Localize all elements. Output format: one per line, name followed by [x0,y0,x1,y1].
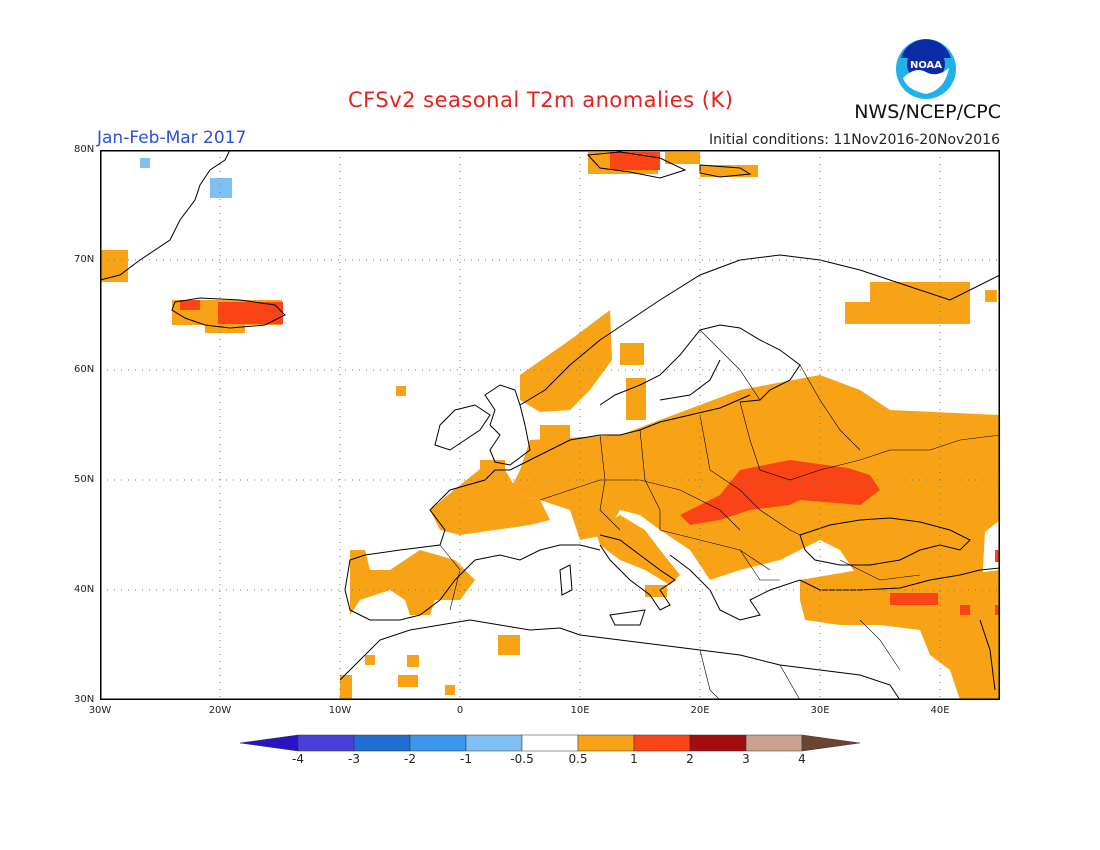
lat-label-50n: 50N [74,474,95,485]
lat-label-70n: 70N [74,254,95,265]
lat-label-60n: 60N [74,364,95,375]
colorbar-label: 1 [630,752,638,766]
colorbar-segment [409,734,467,752]
colorbar-segment [633,734,691,752]
colorbar-label: -0.5 [510,752,534,766]
colorbar-label: 2 [686,752,694,766]
colorbar-segment [353,734,411,752]
colorbar-label: 4 [798,752,806,766]
agency-label: NWS/NCEP/CPC [854,101,1001,123]
map-gridlines [100,150,1000,700]
season-label: Jan-Feb-Mar 2017 [97,128,247,148]
lat-label-80n: 80N [74,144,95,155]
lat-label-40n: 40N [74,584,95,595]
cold-anomaly-areas [140,158,232,198]
colorbar-label: 3 [742,752,750,766]
lon-label-10w: 10W [328,705,352,716]
lon-label-30e: 30E [810,705,830,716]
lon-label-30w: 30W [88,705,112,716]
colorbar-label: 0.5 [568,752,588,766]
colorbar-segment [465,734,523,752]
map-title: CFSv2 seasonal T2m anomalies (K) [348,88,734,112]
anomaly-map [100,150,1000,700]
lon-label-20w: 20W [208,705,232,716]
colorbar-label: -4 [292,752,304,766]
coastlines [100,150,1000,700]
colorbar-segment [689,734,747,752]
lon-label-10e: 10E [570,705,590,716]
colorbar-label: -3 [348,752,360,766]
colorbar-segment [239,734,299,752]
color-scale-bar [239,733,862,753]
colorbar-segment [297,734,355,752]
colorbar-segment [521,734,579,752]
map-frame [100,150,1000,700]
initial-conditions-label: Initial conditions: 11Nov2016-20Nov2016 [709,132,1000,148]
noaa-logo-icon: NOAA [895,38,957,100]
colorbar-segment [745,734,803,752]
lon-label-0: 0 [456,705,464,716]
colorbar-label: -1 [460,752,472,766]
colorbar-segment [801,734,861,752]
lat-label-30n: 30N [74,694,95,705]
lon-label-40e: 40E [930,705,950,716]
lon-label-20e: 20E [690,705,710,716]
colorbar-label: -2 [404,752,416,766]
logo-text: NOAA [910,60,942,71]
colorbar-segment [577,734,635,752]
